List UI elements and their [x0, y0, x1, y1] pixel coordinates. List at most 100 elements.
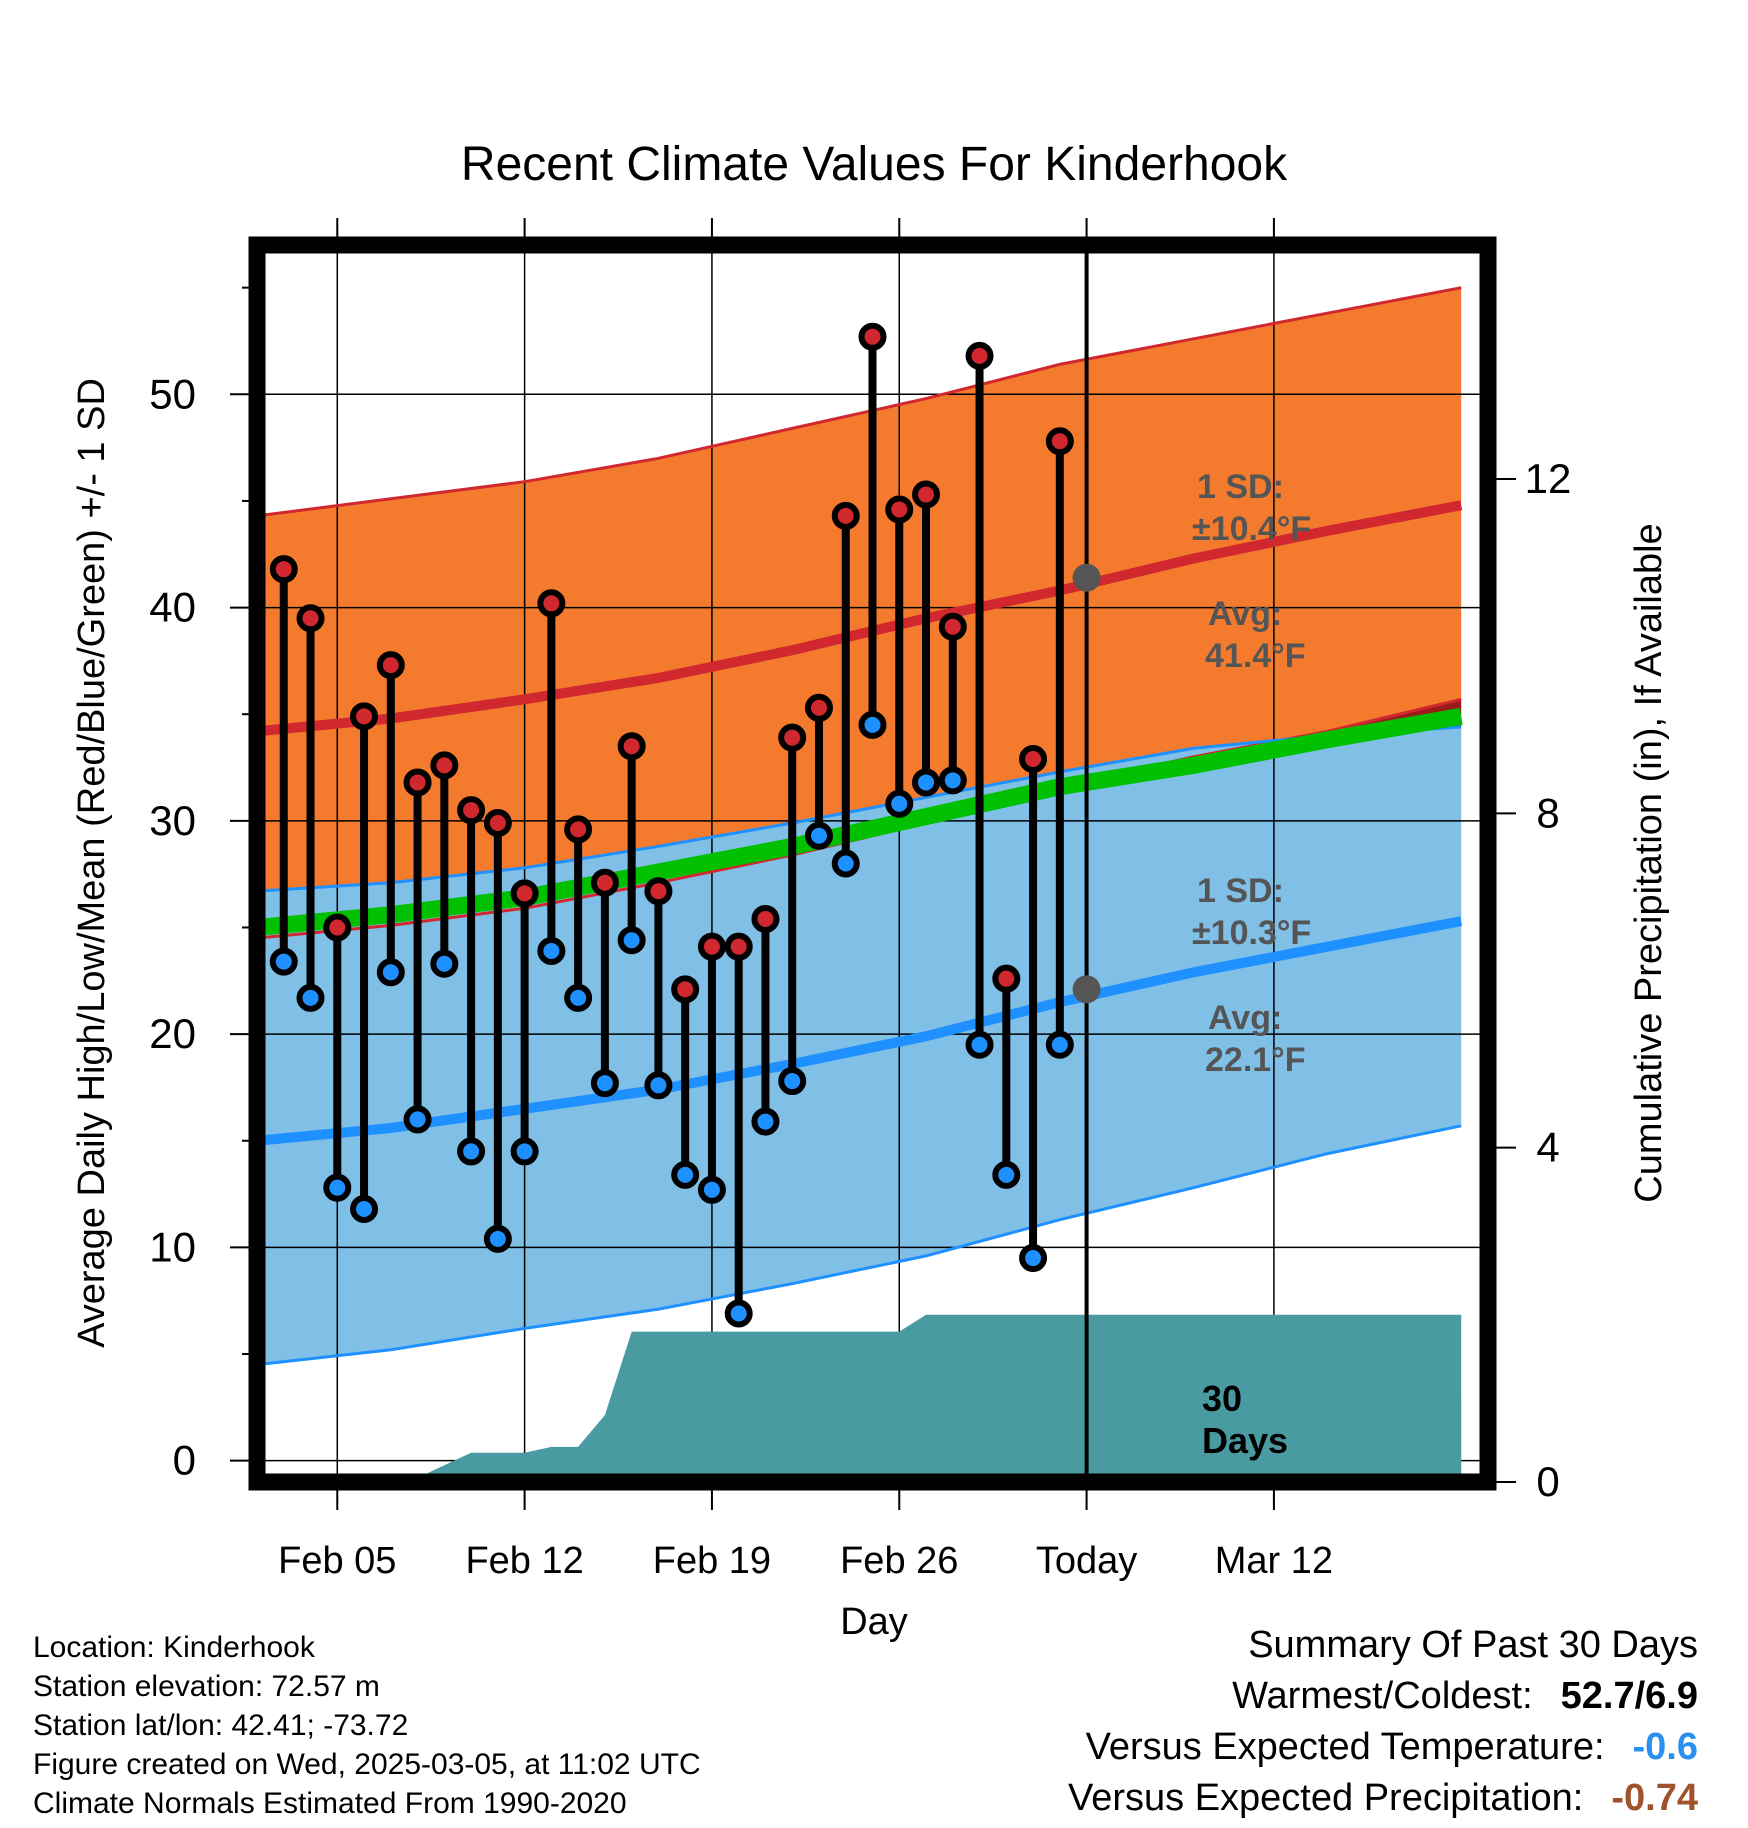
- obs-low-point-9: [483, 1224, 512, 1253]
- summary-panel: Summary Of Past 30 Days Warmest/Coldest:…: [1068, 1620, 1698, 1824]
- station-info: Location: Kinderhook Station elevation: …: [33, 1628, 701, 1823]
- obs-low-point-25: [912, 768, 941, 797]
- obs-low-point-23: [858, 710, 887, 739]
- low-avg-label: Avg:: [1208, 999, 1282, 1037]
- low-sd-value: ±10.3°F: [1192, 914, 1311, 952]
- obs-high-point-14: [617, 732, 646, 761]
- y-tick-label-right-4: 4: [1536, 1124, 1559, 1171]
- obs-low-point-5: [376, 958, 405, 987]
- warm-cold-value: 52.7/6.9: [1560, 1675, 1698, 1717]
- precip-label: Versus Expected Precipitation:: [1067, 1777, 1584, 1819]
- obs-low-point-15: [644, 1071, 673, 1100]
- x-axis-label: Day: [840, 1601, 908, 1643]
- obs-low-point-27: [965, 1030, 994, 1059]
- y-tick-label-left-50: 50: [149, 370, 196, 417]
- high-avg-marker: [1072, 563, 1101, 592]
- obs-high-point-17: [697, 932, 726, 961]
- low-plus-sd-line: [262, 725, 1462, 893]
- obs-high-point-27: [965, 341, 994, 370]
- obs-low-point-18: [724, 1299, 753, 1328]
- obs-high-point-4: [350, 702, 379, 731]
- obs-low-point-21: [804, 821, 833, 850]
- y-tick-label-left-40: 40: [149, 584, 196, 631]
- y-tick-label-left-30: 30: [149, 797, 196, 844]
- high-avg-value: 41.4°F: [1205, 637, 1306, 675]
- obs-low-point-24: [885, 789, 914, 818]
- created-text: Figure created on Wed, 2025-03-05, at 11…: [33, 1748, 701, 1781]
- obs-high-point-10: [510, 879, 539, 908]
- obs-high-point-23: [858, 322, 887, 351]
- obs-high-point-2: [296, 604, 325, 633]
- obs-high-point-1: [269, 555, 298, 584]
- normal-high-line: [262, 500, 1463, 736]
- high-sd-band: [262, 287, 1462, 938]
- obs-low-point-10: [510, 1137, 539, 1166]
- obs-high-point-22: [831, 501, 860, 530]
- high-sd-value: ±10.4°F: [1192, 510, 1311, 548]
- elevation-text: Station elevation: 72.57 m: [33, 1670, 380, 1703]
- obs-high-point-5: [376, 651, 405, 680]
- obs-low-point-17: [697, 1175, 726, 1204]
- obs-low-point-22: [831, 849, 860, 878]
- y-tick-label-right-12: 12: [1525, 455, 1572, 502]
- plot-area: 1 SD: ±10.4°F Avg: 41.4°F 1 SD: ±10.3°F Avg: 22…: [262, 250, 1483, 1477]
- obs-high-point-12: [564, 815, 593, 844]
- x-tick-label-31: Today: [1036, 1540, 1137, 1582]
- x-tick-label-10: Feb 12: [465, 1540, 583, 1582]
- obs-high-point-24: [885, 495, 914, 524]
- x-tick-label-24: Feb 26: [840, 1540, 958, 1582]
- obs-low-point-8: [457, 1137, 486, 1166]
- obs-high-point-29: [1019, 744, 1048, 773]
- obs-high-point-15: [644, 877, 673, 906]
- obs-high-point-18: [724, 932, 753, 961]
- window-label-2: Days: [1202, 1420, 1288, 1461]
- precipitation-fill: [419, 1314, 1462, 1477]
- obs-low-point-11: [537, 936, 566, 965]
- obs-low-point-20: [778, 1067, 807, 1096]
- y-tick-label-left-20: 20: [149, 1010, 196, 1057]
- obs-low-point-3: [323, 1173, 352, 1202]
- low-sd-label: 1 SD:: [1197, 872, 1284, 910]
- obs-low-point-12: [564, 983, 593, 1012]
- obs-high-point-7: [430, 751, 459, 780]
- obs-low-point-28: [992, 1160, 1021, 1189]
- obs-low-point-7: [430, 949, 459, 978]
- obs-low-point-16: [671, 1160, 700, 1189]
- location-text: Location: Kinderhook: [33, 1631, 315, 1664]
- obs-high-point-26: [938, 612, 967, 641]
- obs-high-point-13: [590, 868, 619, 897]
- annotations: 1 SD: ±10.4°F Avg: 41.4°F 1 SD: ±10.3°F Avg: 22…: [1192, 468, 1311, 1461]
- temp-label: Versus Expected Temperature:: [1085, 1726, 1605, 1768]
- today-layer: [1072, 250, 1101, 1477]
- y-tick-label-right-0: 0: [1536, 1458, 1559, 1505]
- summary-temp: Versus Expected Temperature: -0.6: [1068, 1722, 1698, 1773]
- plot-frame: [248, 236, 1497, 1491]
- obs-high-point-19: [751, 904, 780, 933]
- obs-low-point-29: [1019, 1244, 1048, 1273]
- summary-precip: Versus Expected Precipitation: -0.74: [1068, 1773, 1698, 1824]
- temp-value: -0.6: [1632, 1726, 1698, 1768]
- normal-low-line: [262, 916, 1463, 1146]
- window-label-1: 30: [1202, 1378, 1242, 1419]
- obs-low-point-19: [751, 1107, 780, 1136]
- observed-temperatures: [269, 322, 1074, 1328]
- normal-mean-line: [262, 707, 1463, 936]
- obs-high-point-20: [778, 723, 807, 752]
- high-avg-label: Avg:: [1208, 595, 1282, 633]
- y-tick-label-left-10: 10: [149, 1223, 196, 1270]
- precipitation-area: [419, 1314, 1462, 1477]
- obs-low-point-1: [269, 947, 298, 976]
- obs-low-point-6: [403, 1105, 432, 1134]
- obs-high-point-11: [537, 589, 566, 618]
- latlon-text: Station lat/lon: 42.41; -73.72: [33, 1709, 409, 1742]
- precip-value: -0.74: [1611, 1777, 1698, 1819]
- warm-cold-label: Warmest/Coldest:: [1232, 1675, 1533, 1717]
- summary-warm-cold: Warmest/Coldest: 52.7/6.9: [1068, 1671, 1698, 1722]
- low-minus-sd-line: [262, 1124, 1462, 1366]
- obs-high-point-16: [671, 975, 700, 1004]
- obs-low-point-30: [1045, 1030, 1074, 1059]
- obs-low-point-26: [938, 766, 967, 795]
- y-tick-label-left-0: 0: [173, 1437, 196, 1484]
- high-sd-label: 1 SD:: [1197, 468, 1284, 506]
